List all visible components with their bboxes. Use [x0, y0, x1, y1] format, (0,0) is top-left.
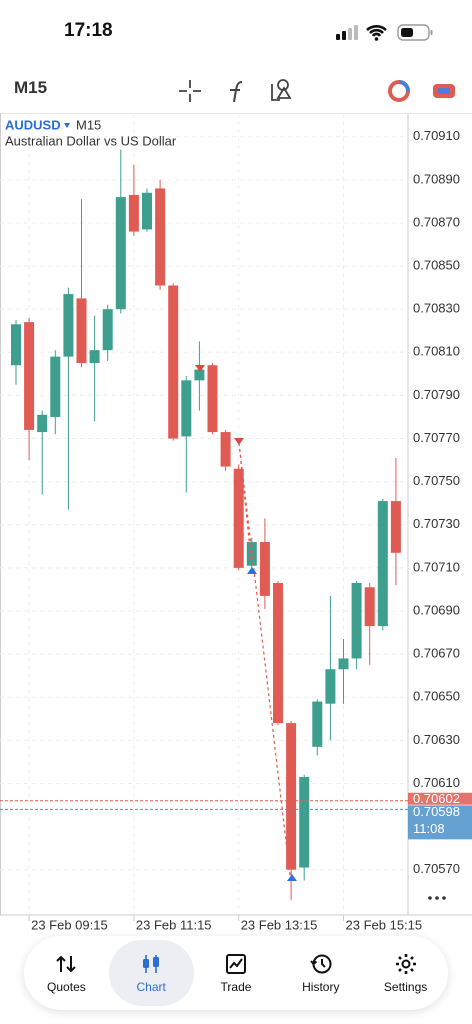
candle-body [142, 192, 152, 230]
candle-body [259, 542, 270, 596]
price-tag [408, 792, 472, 805]
price-label: 0.70602 [413, 791, 460, 806]
chart-timeframe: M15 [76, 117, 101, 132]
nav-icon [395, 954, 416, 974]
status-icons [336, 24, 433, 41]
candle-body [115, 197, 126, 310]
status-time: 17:18 [64, 20, 113, 41]
symbol[interactable]: AUDUSD [5, 117, 61, 132]
nav-icon [143, 955, 160, 973]
candle-body [377, 501, 388, 627]
nav-icon [225, 954, 246, 974]
nav-label: Quotes [47, 980, 86, 994]
candle-body [338, 658, 349, 670]
y-tick-label: 0.70790 [413, 387, 460, 402]
candle-body [50, 356, 61, 417]
candle-body [233, 468, 244, 568]
candle-body [273, 582, 283, 724]
y-tick-label: 0.70870 [413, 214, 460, 229]
nav-tab[interactable]: Chart [108, 940, 194, 1006]
candle-body [89, 350, 100, 364]
bottom-nav: Quotes Chart Trade History Settings [24, 936, 448, 1010]
candle-body [207, 365, 218, 433]
candle-body [181, 380, 192, 437]
candle-body [194, 369, 205, 381]
nav-label: History [302, 980, 340, 994]
nav-tab[interactable]: History [278, 940, 363, 1006]
nav-label: Chart [136, 980, 166, 994]
nav-icon [310, 954, 332, 974]
candle-body [364, 587, 375, 627]
candle-body [299, 777, 310, 868]
y-tick-label: 0.70770 [413, 430, 460, 445]
y-tick-label: 0.70650 [413, 689, 460, 704]
timeframe[interactable]: M15 [14, 78, 48, 97]
candle-body [220, 432, 231, 467]
nav-tab[interactable]: Trade [194, 940, 279, 1006]
candle-body [168, 285, 179, 439]
y-tick-label: 0.70830 [413, 301, 460, 316]
more [428, 896, 446, 900]
toolbar-icons [179, 79, 455, 103]
symbol-description: Australian Dollar vs US Dollar [5, 133, 177, 148]
trade-line [238, 442, 291, 876]
candle-body [24, 322, 35, 430]
candle-body [155, 188, 166, 286]
price-label: 0.70598 [413, 804, 460, 819]
nav-icon [56, 955, 77, 973]
x-tick-label: 23 Feb 15:15 [346, 917, 423, 932]
candle-body [325, 669, 336, 704]
y-tick-label: 0.70810 [413, 344, 460, 359]
y-tick-label: 0.70710 [413, 559, 460, 574]
candle-body [246, 542, 257, 566]
price-tag [408, 805, 472, 840]
chart: AUDUSD M15 Australian Dollar vs US Dolla… [0, 113, 472, 932]
candle-body [128, 194, 139, 232]
price-time: 11:08 [413, 821, 445, 836]
y-tick-label: 0.70690 [413, 602, 460, 617]
x-tick-label: 23 Feb 13:15 [241, 917, 318, 932]
nav-tab[interactable]: Settings [363, 940, 448, 1006]
candle-body [63, 294, 74, 357]
candle-body [390, 501, 401, 553]
y-tick-label: 0.70570 [413, 861, 460, 876]
candle-body [102, 309, 113, 351]
candle-body [286, 723, 297, 870]
y-tick-label: 0.70610 [413, 775, 460, 790]
candle-body [76, 298, 87, 364]
y-tick-label: 0.70730 [413, 516, 460, 531]
y-tick-label: 0.70910 [413, 128, 460, 143]
candle-body [37, 414, 48, 433]
x-tick-label: 23 Feb 11:15 [136, 917, 212, 932]
y-tick-label: 0.70890 [413, 171, 460, 186]
y-tick-label: 0.70630 [413, 732, 460, 747]
y-tick-label: 0.70850 [413, 258, 460, 273]
x-tick-label: 23 Feb 09:15 [31, 917, 108, 932]
nav-label: Settings [383, 980, 428, 994]
candle-body [351, 582, 362, 659]
y-tick-label: 0.70750 [413, 473, 460, 488]
candle-body [11, 324, 21, 366]
candle-body [312, 701, 323, 747]
y-tick-label: 0.70670 [413, 646, 460, 661]
nav-tab[interactable]: Quotes [24, 940, 109, 1006]
symbol-dropdown [64, 123, 70, 128]
nav-label: Trade [220, 980, 252, 994]
